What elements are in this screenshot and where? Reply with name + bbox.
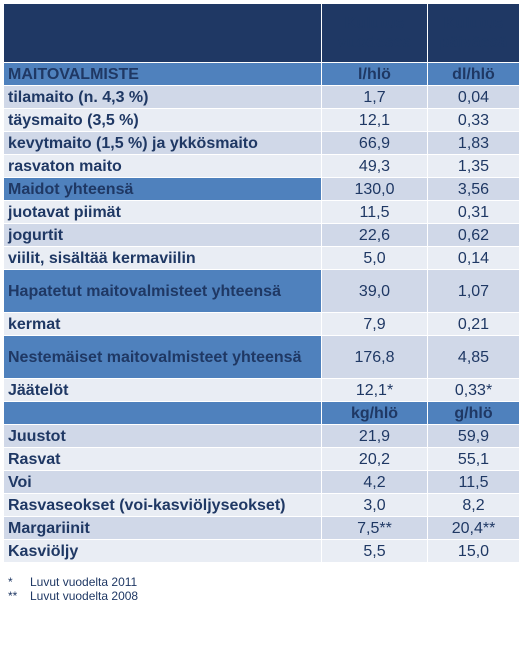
header-blank-cell <box>3 3 322 63</box>
table-row: Voi 4,2 11,5 <box>3 470 520 494</box>
table-row: viilit, sisältää kermaviilin 5,0 0,14 <box>3 246 520 270</box>
row-value-yearly: 20,2 <box>321 447 428 471</box>
footnote-mark: * <box>8 575 13 589</box>
row-value-daily: 3,56 <box>427 177 520 201</box>
row-value-daily: 0,14 <box>427 246 520 270</box>
table-row: Margariinit 7,5** 20,4** <box>3 516 520 540</box>
row-label: täysmaito (3,5 %) <box>3 108 322 132</box>
row-value-yearly: 11,5 <box>321 200 428 224</box>
row-value-daily: 55,1 <box>427 447 520 471</box>
row-value-yearly: 3,0 <box>321 493 428 517</box>
table-row: Rasvat 20,2 55,1 <box>3 447 520 471</box>
row-value-yearly: 21,9 <box>321 424 428 448</box>
row-label: tilamaito (n. 4,3 %) <box>3 85 322 109</box>
row-value-yearly: 22,6 <box>321 223 428 247</box>
table-row: Juustot 21,9 59,9 <box>3 424 520 448</box>
header-daily-line2: päivässä <box>439 34 508 51</box>
row-value-daily: 0,21 <box>427 312 520 336</box>
table-row: Hapatetut maitovalmisteet yhteensä 39,0 1,… <box>3 269 520 313</box>
row-value-daily: 15,0 <box>427 539 520 563</box>
row-value-daily: 0,31 <box>427 200 520 224</box>
footnote-text: Luvut vuodelta 2011 <box>30 575 138 589</box>
table-row: Jäätelöt 12,1* 0,33* <box>3 378 520 402</box>
footnote-line: * Luvut vuodelta 2011 <box>8 575 138 589</box>
row-label: juotavat piimät <box>3 200 322 224</box>
row-value-daily: 1,83 <box>427 131 520 155</box>
row-label: Rasvaseokset (voi-kasviöljyseokset) <box>3 493 322 517</box>
row-value-yearly: 4,2 <box>321 470 428 494</box>
row-value-daily: 59,9 <box>427 424 520 448</box>
table-row: Kasviöljy 5,5 15,0 <box>3 539 520 563</box>
row-value-daily: 0,04 <box>427 85 520 109</box>
row-value-yearly: 176,8 <box>321 335 428 379</box>
row-label: kevytmaito (1,5 %) ja ykkösmaito <box>3 131 322 155</box>
row-value-yearly: 7,9 <box>321 312 428 336</box>
footnote-text: Luvut vuodelta 2008 <box>30 589 139 603</box>
row-label: Voi <box>3 470 322 494</box>
row-value-daily: 4,85 <box>427 335 520 379</box>
header-daily-line1: Kulutus <box>443 15 504 32</box>
header-yearly-line1: Kulutus <box>344 15 405 32</box>
row-value-yearly: 130,0 <box>321 177 428 201</box>
row-value-daily: 1,35 <box>427 154 520 178</box>
table-row: täysmaito (3,5 %) 12,1 0,33 <box>3 108 520 132</box>
row-label: Margariinit <box>3 516 322 540</box>
row-label: Hapatetut maitovalmisteet yhteensä <box>3 269 322 313</box>
row-value-daily: 1,07 <box>427 269 520 313</box>
section-row-milk: MAITOVALMISTE l/hlö dl/hlö <box>3 62 520 86</box>
header-yearly: Kulutus vuodessa <box>321 3 428 63</box>
table-row: jogurtit 22,6 0,62 <box>3 223 520 247</box>
unit-yearly: l/hlö <box>321 62 428 86</box>
table-row: juotavat piimät 11,5 0,31 <box>3 200 520 224</box>
row-label: Jäätelöt <box>3 378 322 402</box>
row-value-daily: 20,4** <box>427 516 520 540</box>
row-value-yearly: 66,9 <box>321 131 428 155</box>
row-value-daily: 0,33 <box>427 108 520 132</box>
table-row: Maidot yhteensä 130,0 3,56 <box>3 177 520 201</box>
row-value-yearly: 12,1 <box>321 108 428 132</box>
row-value-yearly: 5,5 <box>321 539 428 563</box>
row-value-daily: 11,5 <box>427 470 520 494</box>
row-value-yearly: 39,0 <box>321 269 428 313</box>
row-label: Kasviöljy <box>3 539 322 563</box>
row-value-daily: 8,2 <box>427 493 520 517</box>
section-row-solid: kg/hlö g/hlö <box>3 401 520 425</box>
header-daily: Kulutus päivässä <box>427 3 520 63</box>
header-yearly-line2: vuodessa <box>337 34 412 51</box>
row-label: jogurtit <box>3 223 322 247</box>
unit-yearly: kg/hlö <box>321 401 428 425</box>
section-label <box>3 401 322 425</box>
row-value-yearly: 5,0 <box>321 246 428 270</box>
row-label: kermat <box>3 312 322 336</box>
row-label: Nestemäiset maitovalmisteet yhteensä <box>3 335 322 379</box>
row-value-daily: 0,33* <box>427 378 520 402</box>
row-label: Maidot yhteensä <box>3 177 322 201</box>
footnote-mark: ** <box>8 589 18 603</box>
table-row: tilamaito (n. 4,3 %) 1,7 0,04 <box>3 85 520 109</box>
row-value-daily: 0,62 <box>427 223 520 247</box>
table-row: Nestemäiset maitovalmisteet yhteensä 176,… <box>3 335 520 379</box>
consumption-table: Kulutus vuodessa Kulutus päivässä MAITOV… <box>3 3 520 563</box>
unit-daily: dl/hlö <box>427 62 520 86</box>
table-row: rasvaton maito 49,3 1,35 <box>3 154 520 178</box>
row-label: Juustot <box>3 424 322 448</box>
row-value-yearly: 7,5** <box>321 516 428 540</box>
table-row: kevytmaito (1,5 %) ja ykkösmaito 66,9 1,83 <box>3 131 520 155</box>
header-row: Kulutus vuodessa Kulutus päivässä <box>3 3 520 63</box>
table-row: Rasvaseokset (voi-kasviöljyseokset) 3,0 8,… <box>3 493 520 517</box>
row-label: rasvaton maito <box>3 154 322 178</box>
footnotes: * Luvut vuodelta 2011 ** Luvut vuodelta 200… <box>8 575 138 603</box>
unit-daily: g/hlö <box>427 401 520 425</box>
row-label: Rasvat <box>3 447 322 471</box>
row-label: viilit, sisältää kermaviilin <box>3 246 322 270</box>
section-label: MAITOVALMISTE <box>3 62 322 86</box>
table-row: kermat 7,9 0,21 <box>3 312 520 336</box>
row-value-yearly: 1,7 <box>321 85 428 109</box>
row-value-yearly: 49,3 <box>321 154 428 178</box>
row-value-yearly: 12,1* <box>321 378 428 402</box>
footnote-line: ** Luvut vuodelta 2008 <box>8 589 138 603</box>
